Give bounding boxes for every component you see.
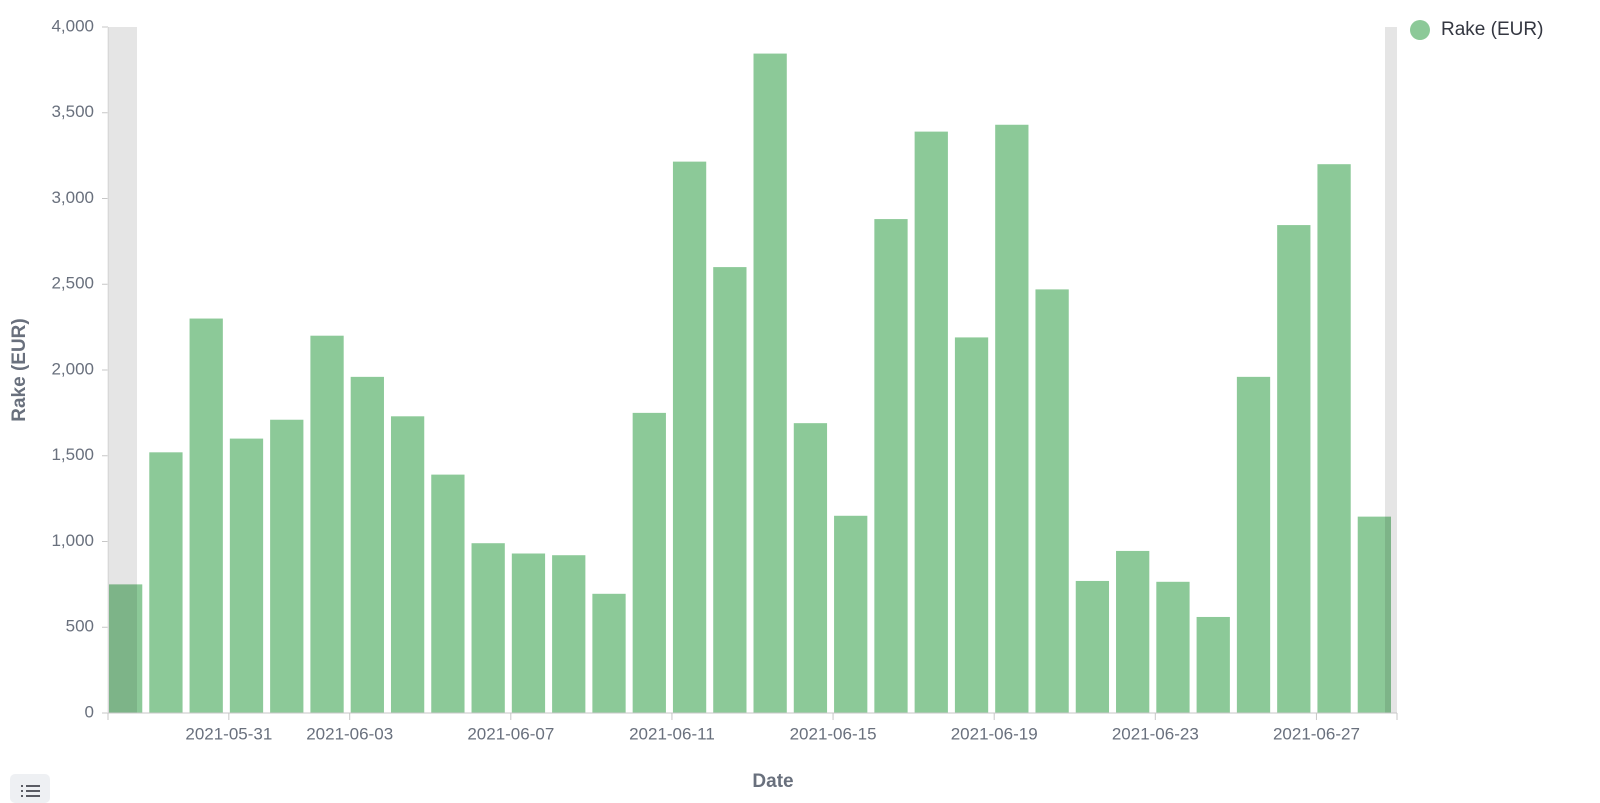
y-tick-label: 1,000 [51, 531, 94, 550]
bar [1357, 516, 1391, 713]
bar [834, 515, 868, 713]
bar [1075, 580, 1110, 713]
x-tick-label: 2021-06-19 [951, 724, 1038, 743]
y-tick-label: 1,500 [51, 445, 94, 464]
bar [552, 555, 586, 713]
bar [874, 219, 908, 713]
bar [914, 131, 948, 714]
y-axis-title: Rake (EUR) [9, 318, 30, 421]
y-tick-label: 4,000 [51, 16, 94, 35]
bar [1116, 550, 1150, 713]
out-of-range-band [108, 27, 137, 713]
legend-toggle-icon [21, 785, 40, 797]
bar [713, 267, 747, 713]
bar [1156, 581, 1190, 713]
y-tick-label: 2,500 [51, 274, 94, 293]
y-tick-label: 3,500 [51, 102, 94, 121]
bar [1277, 225, 1311, 713]
x-tick-label: 2021-06-03 [306, 724, 393, 743]
bar [189, 318, 223, 713]
x-tick-label: 2021-06-23 [1112, 724, 1199, 743]
bar [1035, 289, 1069, 713]
x-tick-label: 2021-06-07 [467, 724, 554, 743]
x-tick-label: 2021-06-11 [629, 724, 715, 743]
bar [310, 335, 344, 713]
x-axis-title: Date [752, 771, 793, 792]
legend-marker [1410, 20, 1430, 40]
bar [431, 474, 465, 713]
legend-toggle[interactable] [10, 774, 50, 803]
y-tick-label: 0 [85, 702, 94, 721]
y-tick-label: 500 [66, 617, 94, 636]
bar [109, 584, 143, 713]
y-tick-label: 2,000 [51, 359, 94, 378]
x-tick-label: 2021-06-15 [790, 724, 877, 743]
x-tick-label: 2021-06-27 [1273, 724, 1360, 743]
bar [1317, 164, 1351, 713]
bar [995, 124, 1029, 713]
bar [149, 452, 183, 713]
bar [229, 438, 264, 713]
x-tick-label: 2021-05-31 [185, 724, 272, 743]
legend-toggle-button[interactable] [10, 774, 50, 803]
bar [592, 593, 626, 713]
bar [511, 553, 546, 713]
bar [471, 543, 505, 713]
legend-label: Rake (EUR) [1441, 19, 1543, 40]
bar [632, 412, 666, 713]
bar [270, 419, 304, 713]
bar [793, 423, 828, 713]
bar [672, 161, 707, 713]
bar [1196, 616, 1230, 713]
y-tick-label: 3,000 [51, 188, 94, 207]
bar [390, 416, 425, 713]
bar [1236, 376, 1271, 713]
bar [350, 376, 384, 713]
bar [954, 337, 989, 713]
bar [753, 53, 787, 713]
out-of-range-band [1385, 27, 1397, 713]
